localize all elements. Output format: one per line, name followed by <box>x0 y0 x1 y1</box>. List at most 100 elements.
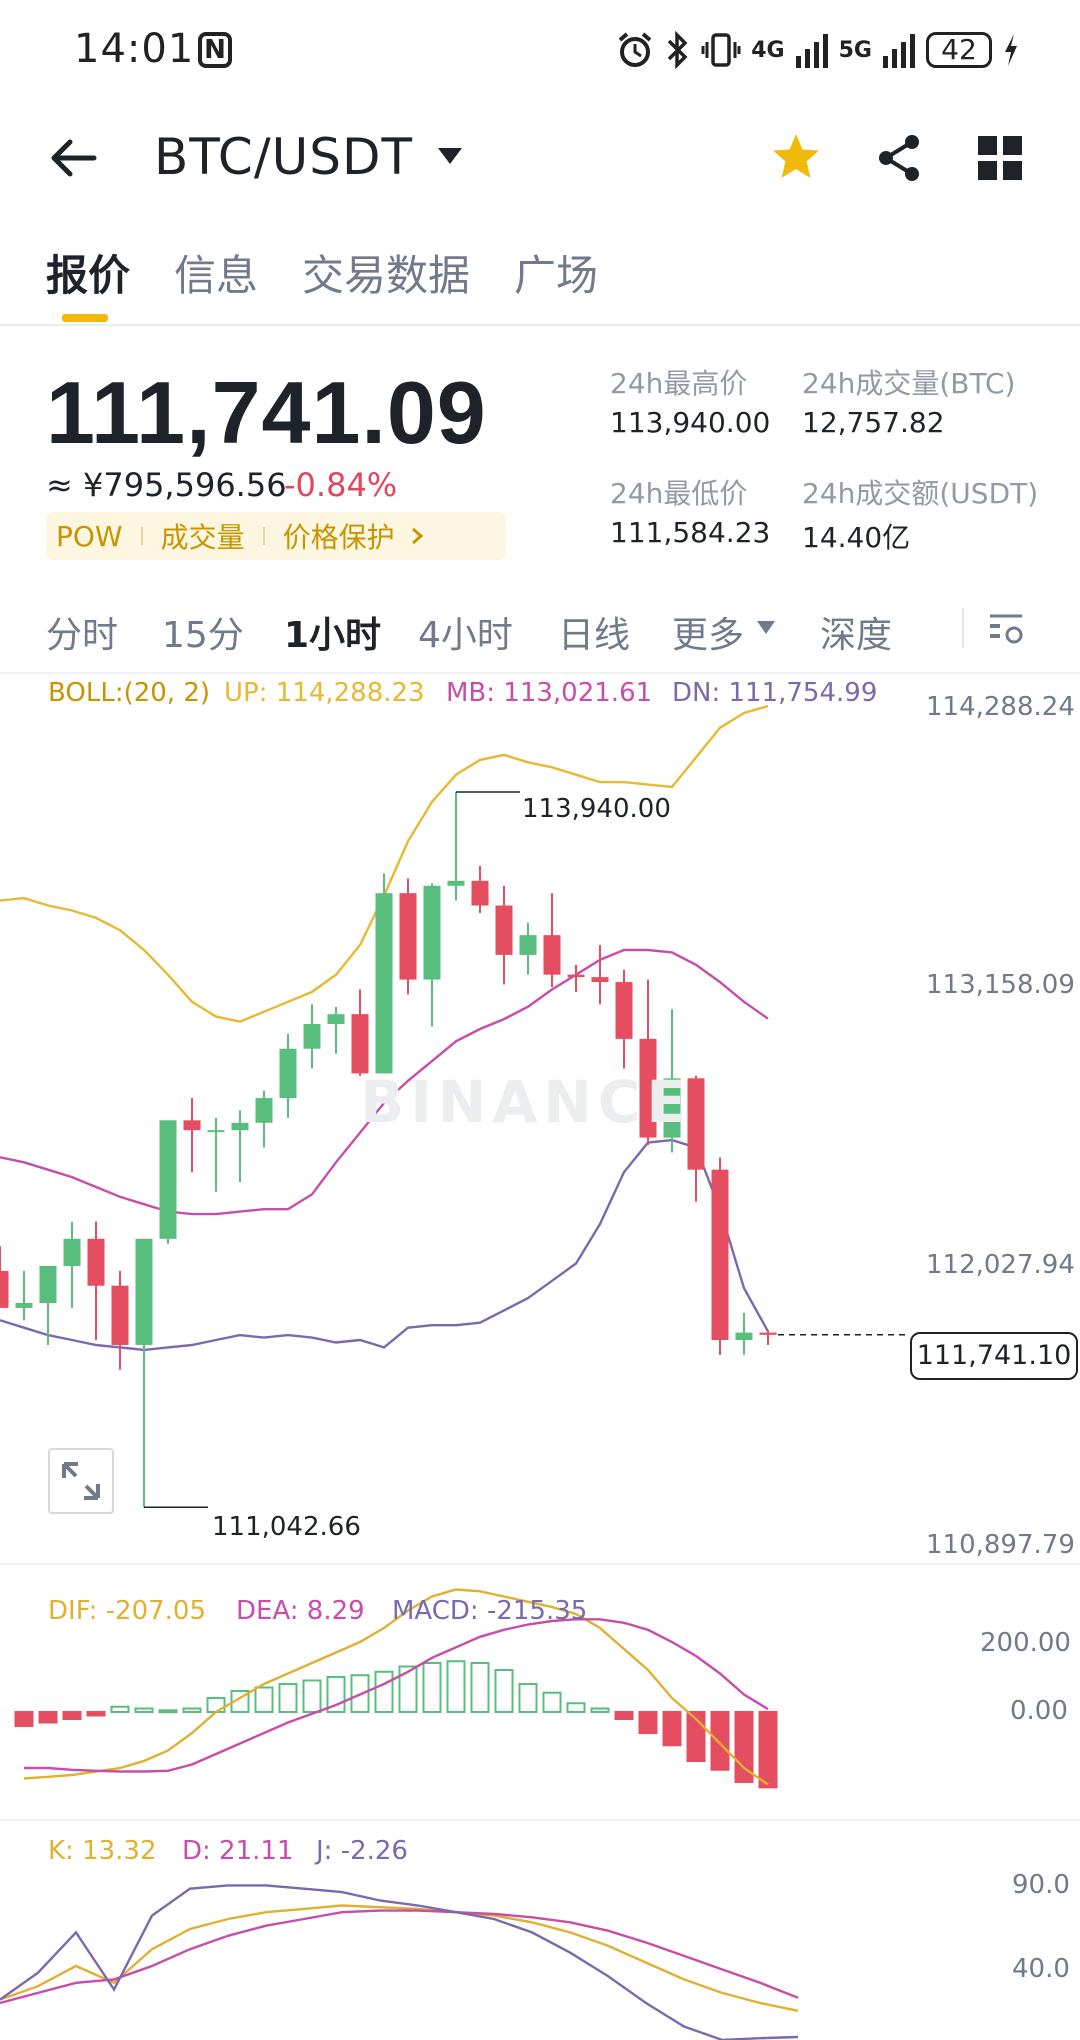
macd-dif-line <box>23 1588 769 1786</box>
boll-dn-line <box>0 1138 770 1352</box>
macd-bar <box>518 1683 538 1713</box>
macd-bar <box>542 1691 562 1713</box>
bluetooth-icon <box>668 30 688 70</box>
status-time: 14:01 <box>74 26 195 72</box>
nfc-icon: N <box>198 32 232 68</box>
macd-value-label: MACD: -215.35 <box>392 1596 588 1626</box>
battery-indicator: 42 <box>926 32 992 68</box>
expand-icon <box>62 1462 100 1500</box>
price-axis-tick: 112,027.94 <box>926 1250 1075 1280</box>
candle <box>231 1122 249 1131</box>
macd-bar <box>422 1662 442 1713</box>
kdj-axis-tick: 40.0 <box>1012 1954 1070 1984</box>
candle <box>519 935 537 955</box>
caret-down-icon[interactable] <box>436 146 464 166</box>
macd-bar <box>38 1711 58 1724</box>
candle <box>327 1014 345 1025</box>
boll-label: BOLL:(20, 2) <box>48 678 211 708</box>
macd-bar <box>614 1711 634 1720</box>
candle <box>135 1238 153 1345</box>
kdj-d-label: D: 21.11 <box>182 1836 294 1866</box>
macd-dea-label: DEA: 8.29 <box>236 1596 365 1626</box>
kdj-d-line <box>0 1909 799 2005</box>
more-caret-icon[interactable] <box>756 620 776 636</box>
charging-icon <box>1005 34 1017 66</box>
interval-4h[interactable]: 4小时 <box>418 615 513 656</box>
macd-bar <box>662 1711 682 1747</box>
back-arrow-icon[interactable] <box>46 130 102 186</box>
candle <box>447 880 465 886</box>
stat-vol-btc-label: 24h成交量(BTC) <box>802 367 1016 400</box>
interval-depth[interactable]: 深度 <box>820 615 893 656</box>
stat-low-label: 24h最低价 <box>610 477 748 510</box>
macd-bar <box>566 1702 586 1713</box>
macd-bar <box>62 1711 82 1720</box>
macd-bar <box>638 1711 658 1734</box>
macd-bar <box>14 1711 34 1727</box>
vibrate-icon <box>701 33 741 67</box>
candle <box>279 1048 297 1099</box>
tag-volume[interactable]: 成交量 <box>160 521 245 554</box>
macd-bar <box>182 1707 202 1713</box>
signal-icon <box>795 34 828 68</box>
interval-15m[interactable]: 15分 <box>162 615 244 656</box>
kdj-j-label: J: -2.26 <box>316 1836 408 1866</box>
candle <box>471 880 489 906</box>
tag-row: POW 成交量 价格保护 <box>46 512 506 560</box>
stat-vol-usdt-label: 24h成交额(USDT) <box>802 477 1039 510</box>
candle <box>375 893 393 1074</box>
network-4g-label: 4G <box>751 37 785 63</box>
tab-trading-data[interactable]: 交易数据 <box>302 251 471 300</box>
boll-dn-label: DN: 111,754.99 <box>672 678 878 708</box>
candle <box>63 1238 81 1266</box>
interval-more[interactable]: 更多 <box>672 615 745 656</box>
tag-pow[interactable]: POW <box>56 519 123 553</box>
chevron-right-icon[interactable] <box>409 526 425 546</box>
status-bar: 14:01 N 4G 5G 42 <box>0 0 1080 100</box>
header: BTC/USDT <box>0 110 1080 206</box>
grid-icon[interactable] <box>972 130 1028 186</box>
kdj-j-line <box>0 1884 799 2040</box>
tab-info[interactable]: 信息 <box>174 251 259 300</box>
interval-divider <box>962 608 964 648</box>
star-icon[interactable] <box>768 130 824 186</box>
chart-settings-icon[interactable] <box>986 608 1026 648</box>
macd-bar <box>446 1660 466 1713</box>
tab-active-indicator <box>62 314 108 322</box>
boll-mb-label: MB: 113,021.61 <box>446 678 653 708</box>
kline-chart[interactable] <box>0 674 1080 2040</box>
interval-day[interactable]: 日线 <box>558 615 631 656</box>
macd-bar <box>302 1679 322 1713</box>
share-icon[interactable] <box>872 130 928 186</box>
candle <box>399 893 417 980</box>
chart-top-border <box>0 672 1080 674</box>
boll-mb-line <box>0 948 769 1216</box>
watermark: BINANCE <box>360 1068 692 1136</box>
candle <box>0 1270 9 1308</box>
candle <box>111 1285 129 1345</box>
candle <box>423 885 441 980</box>
candle <box>711 1169 729 1341</box>
candle <box>183 1120 201 1131</box>
status-icons: 4G 5G 42 <box>615 28 1020 72</box>
current-price-tag[interactable]: 111,741.10 <box>910 1332 1078 1380</box>
candle <box>255 1098 273 1123</box>
low-annotation: 111,042.66 <box>212 1512 361 1542</box>
pair-title[interactable]: BTC/USDT <box>154 128 414 186</box>
macd-bar <box>590 1707 610 1713</box>
candle <box>639 1038 657 1138</box>
stat-low-value: 111,584.23 <box>610 516 771 549</box>
macd-axis-tick: 0.00 <box>1010 1696 1068 1726</box>
tab-square[interactable]: 广场 <box>514 251 599 300</box>
interval-time[interactable]: 分时 <box>46 615 119 656</box>
stat-vol-btc-value: 12,757.82 <box>802 406 945 439</box>
expand-chart-button[interactable] <box>48 1448 114 1514</box>
boll-up-label: UP: 114,288.23 <box>224 678 425 708</box>
tag-price-protection[interactable]: 价格保护 <box>282 521 395 554</box>
macd-bar <box>470 1662 490 1713</box>
macd-axis-tick: 200.00 <box>980 1628 1071 1658</box>
candle <box>303 1024 321 1049</box>
interval-1h[interactable]: 1小时 <box>284 615 382 656</box>
macd-bar <box>374 1670 394 1713</box>
tab-quote[interactable]: 报价 <box>46 251 131 300</box>
